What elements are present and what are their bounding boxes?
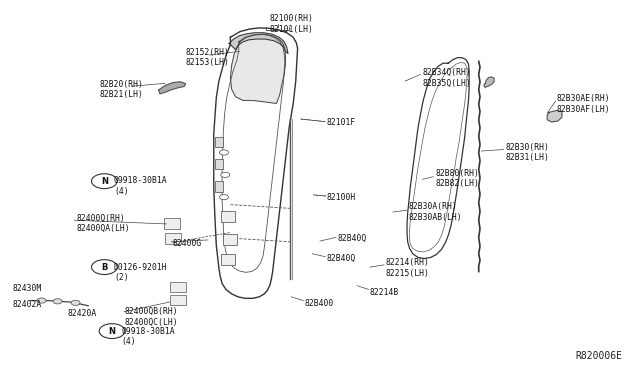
Text: 82400Q(RH)
82400QA(LH): 82400Q(RH) 82400QA(LH) [77,214,131,233]
Bar [215,181,223,192]
Text: 82B30A(RH)
82B30AB(LH): 82B30A(RH) 82B30AB(LH) [408,202,462,222]
Bar [215,159,223,169]
Text: 82214(RH)
82215(LH): 82214(RH) 82215(LH) [385,258,429,278]
Text: 82B34Q(RH)
82B35Q(LH): 82B34Q(RH) 82B35Q(LH) [422,68,471,88]
Text: R820006E: R820006E [575,351,622,361]
Polygon shape [229,33,288,54]
Text: 09918-30B1A
(4): 09918-30B1A (4) [114,176,168,196]
Polygon shape [484,77,494,87]
Text: 82B40Q: 82B40Q [337,234,367,243]
Text: 82420A: 82420A [67,309,97,318]
Bar [223,234,237,245]
Text: 82101F: 82101F [326,118,356,127]
Circle shape [71,300,80,305]
Text: 82B40Q: 82B40Q [326,254,356,263]
Circle shape [92,260,117,275]
Text: 82100H: 82100H [326,193,356,202]
Text: 82100(RH)
82101(LH): 82100(RH) 82101(LH) [269,15,313,34]
Circle shape [221,172,230,177]
Polygon shape [159,82,186,94]
Circle shape [53,299,62,304]
Text: D0126-9201H
(2): D0126-9201H (2) [114,263,168,282]
Text: 82B80(RH)
82B82(LH): 82B80(RH) 82B82(LH) [435,169,479,188]
Circle shape [220,150,228,155]
Circle shape [99,324,125,339]
Text: 82B400: 82B400 [305,299,334,308]
Text: 82400G: 82400G [173,239,202,248]
Bar [215,137,223,147]
Polygon shape [230,34,285,103]
Polygon shape [547,110,562,122]
Text: 82400QB(RH)
82400QC(LH): 82400QB(RH) 82400QC(LH) [125,307,179,327]
Text: B: B [101,263,108,272]
Bar [164,218,180,229]
Circle shape [92,174,117,189]
Circle shape [220,195,228,200]
Text: 82152(RH)
82153(LH): 82152(RH) 82153(LH) [186,48,230,67]
Text: 82402A: 82402A [13,300,42,309]
Text: 82214B: 82214B [370,288,399,296]
Bar [170,282,186,292]
Text: 82B30AE(RH)
82B30AF(LH): 82B30AE(RH) 82B30AF(LH) [557,94,611,114]
Text: 82430M: 82430M [13,284,42,293]
Text: 82B30(RH)
82B31(LH): 82B30(RH) 82B31(LH) [506,143,550,162]
Bar [221,211,235,222]
Text: N: N [101,177,108,186]
Text: N: N [109,327,115,336]
Bar [170,295,186,305]
Circle shape [37,298,46,303]
Bar [221,254,235,265]
Bar [165,233,181,244]
Text: 09918-30B1A
(4): 09918-30B1A (4) [122,327,175,346]
Text: 82B20(RH)
82B21(LH): 82B20(RH) 82B21(LH) [99,80,143,99]
